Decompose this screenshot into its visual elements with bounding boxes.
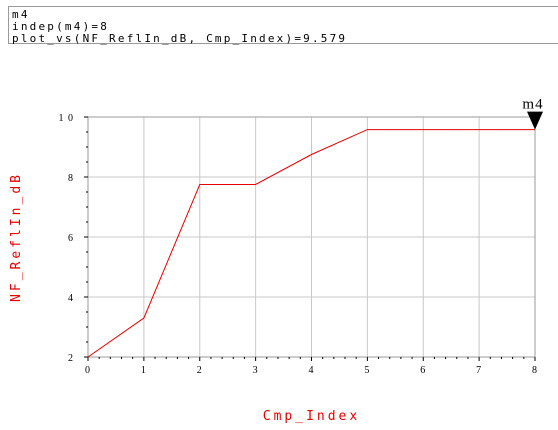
x-tick-label-4: 4 [309,365,315,376]
x-tick-label-0: 0 [85,365,91,376]
y-tick-label-6: 6 [68,233,74,244]
axis-ticks [84,116,536,361]
marker-m4-label: m4 [522,97,543,113]
grid-lines [88,117,535,357]
marker-readout-indep: indep(m4)=8 [12,20,110,33]
x-tick-label-1: 1 [141,365,147,376]
marker-readout-value: plot_vs(NF_ReflIn_dB, Cmp_Index)=9.579 [12,32,348,45]
x-tick-label-7: 7 [476,365,482,376]
marker-readout-box: m4 indep(m4)=8 plot_vs(NF_ReflIn_dB, Cmp… [8,6,558,44]
x-tick-label-8: 8 [532,365,538,376]
x-axis-title: Cmp_Index [263,409,360,424]
y-tick-label-8: 8 [68,173,74,184]
y-tick-label-10: 1 0 [59,113,75,124]
y-tick-label-4: 4 [68,293,74,304]
x-tick-label-6: 6 [420,365,426,376]
x-tick-label-2: 2 [197,365,203,376]
tick-labels: 0 1 2 3 4 5 6 7 8 2 4 6 8 1 0 [59,113,538,376]
marker-m4-triangle[interactable] [527,111,543,130]
y-axis-title: NF_ReflIn_dB [9,172,24,302]
y-tick-label-2: 2 [68,353,74,364]
x-tick-label-5: 5 [364,365,370,376]
marker-readout-name: m4 [12,8,30,21]
series-line-nf-reflin-db [87,129,535,358]
x-tick-label-3: 3 [253,365,259,376]
